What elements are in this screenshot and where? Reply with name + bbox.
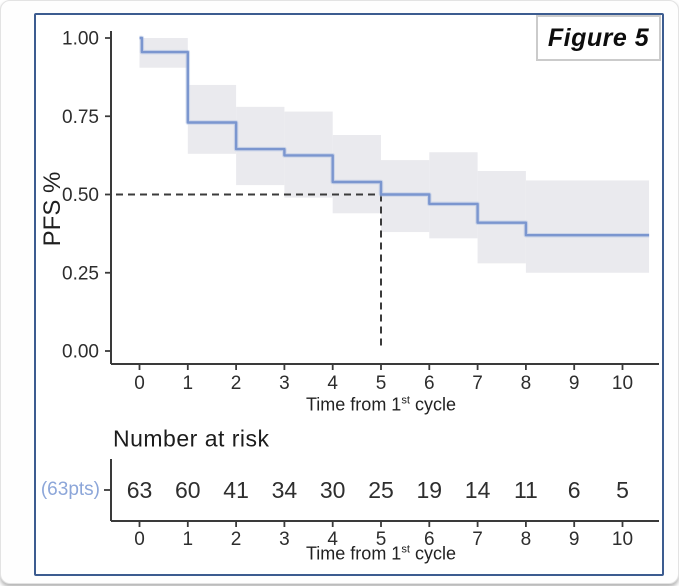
svg-text:6: 6 — [568, 477, 581, 503]
svg-text:6: 6 — [424, 373, 435, 394]
svg-text:6: 6 — [424, 529, 435, 550]
svg-text:19: 19 — [417, 477, 443, 503]
x-axis-title-main-post: cycle — [410, 394, 457, 415]
x-axis-title-risk-post: cycle — [410, 543, 457, 564]
svg-text:1: 1 — [183, 373, 194, 394]
x-axis-title-risk-sup: st — [401, 543, 411, 556]
svg-text:41: 41 — [223, 477, 249, 503]
svg-text:4: 4 — [327, 529, 338, 550]
svg-text:0: 0 — [134, 373, 145, 394]
km-curve — [139, 36, 650, 237]
svg-text:8: 8 — [521, 529, 532, 550]
svg-text:3: 3 — [279, 373, 290, 394]
svg-text:1: 1 — [183, 529, 194, 550]
svg-text:0.50: 0.50 — [62, 185, 99, 206]
svg-text:0.25: 0.25 — [62, 263, 99, 284]
svg-text:5: 5 — [376, 529, 387, 550]
x-axis-title-main-sup: st — [401, 394, 411, 407]
x-axis-title-risk: Time from 1st cycle — [306, 544, 456, 565]
x-axis-title-main-pre: Time from 1 — [305, 394, 402, 415]
figure-label: Figure 5 — [547, 23, 650, 52]
risk-table-title: Number at risk — [113, 425, 270, 452]
svg-text:11: 11 — [514, 477, 538, 503]
number-at-risk-panel: 63 0 60 1 41 2 34 3 30 4 25 5 19 6 14 7 11 8 6 9 5 10 — [104, 459, 659, 550]
x-axis-ticks-main: 0 1 2 3 4 5 6 7 8 9 10 — [134, 364, 633, 394]
risk-group-label: (63pts) — [40, 479, 100, 500]
svg-text:10: 10 — [612, 529, 633, 550]
svg-text:9: 9 — [569, 529, 580, 550]
y-axis-title: PFS % — [39, 171, 66, 247]
svg-text:25: 25 — [368, 477, 394, 503]
x-axis-title-risk-pre: Time from 1 — [305, 543, 402, 564]
ci-band — [139, 38, 650, 273]
svg-text:1.00: 1.00 — [62, 29, 99, 50]
svg-text:7: 7 — [472, 373, 483, 394]
svg-text:60: 60 — [175, 477, 201, 503]
main-axes — [110, 31, 659, 365]
y-axis-ticks: 0.00 0.25 0.50 0.75 1.00 — [62, 29, 111, 363]
svg-text:5: 5 — [376, 373, 387, 394]
median-dashed-lines — [116, 193, 382, 348]
svg-text:30: 30 — [320, 477, 346, 503]
figure-label-box: Figure 5 — [536, 15, 661, 61]
x-axis-title-main: Time from 1st cycle — [306, 395, 456, 416]
svg-text:0.75: 0.75 — [62, 107, 99, 128]
svg-text:9: 9 — [569, 373, 580, 394]
svg-text:2: 2 — [231, 529, 242, 550]
svg-text:63: 63 — [127, 477, 153, 503]
svg-text:0.00: 0.00 — [62, 342, 99, 363]
svg-text:3: 3 — [279, 529, 290, 550]
figure-panel — [34, 13, 664, 576]
svg-text:8: 8 — [521, 373, 532, 394]
svg-text:4: 4 — [327, 373, 338, 394]
svg-text:0: 0 — [134, 529, 145, 550]
svg-text:2: 2 — [231, 373, 242, 394]
svg-text:7: 7 — [472, 529, 483, 550]
svg-text:10: 10 — [612, 373, 633, 394]
svg-text:5: 5 — [616, 477, 629, 503]
svg-text:14: 14 — [465, 477, 491, 503]
svg-text:34: 34 — [272, 477, 298, 503]
